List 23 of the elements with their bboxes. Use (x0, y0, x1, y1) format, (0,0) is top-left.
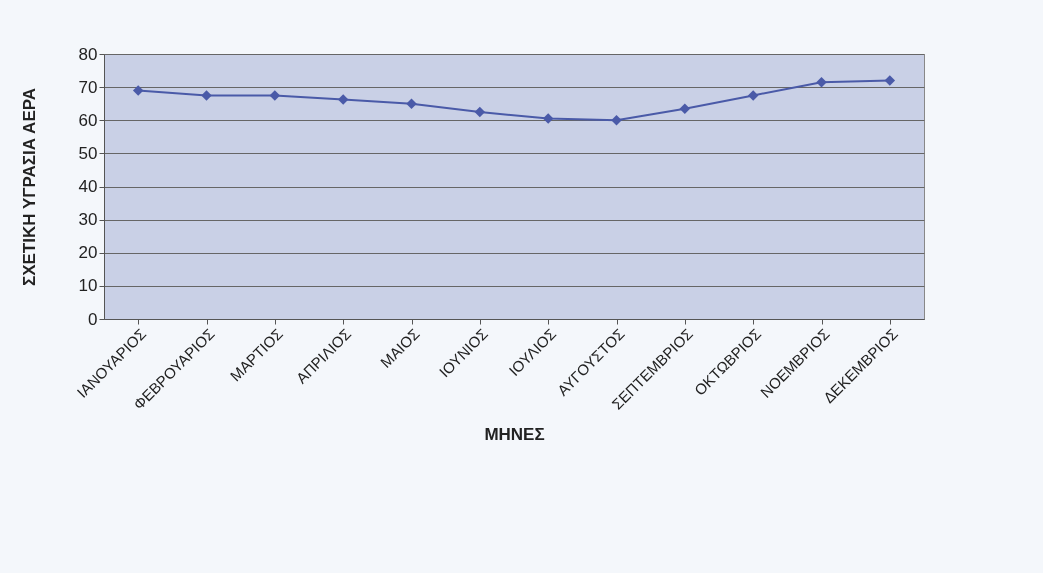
y-tick-label: 60 (78, 110, 98, 130)
point (816, 76, 827, 88)
point (611, 115, 622, 126)
point (337, 94, 349, 105)
y-axis-title: ΣΧΕΤΙΚΗ ΥΓΡΑΣΙΑ ΑΕΡΑ (19, 87, 39, 287)
y-tick-label: 70 (78, 77, 98, 97)
y-tick-label: 50 (78, 143, 98, 163)
point (679, 103, 691, 114)
y-tick-label: 10 (78, 276, 98, 296)
point (201, 90, 212, 101)
y-tick-label: 30 (78, 210, 98, 230)
point (884, 75, 896, 86)
y-tick-label: 40 (78, 177, 98, 196)
point (747, 90, 759, 101)
y-tick-label: 20 (78, 243, 98, 263)
y-tick-label: 0 (88, 309, 98, 329)
point (474, 106, 486, 118)
point (406, 98, 417, 109)
point (269, 90, 281, 101)
x-axis-title: ΜΗΝΕΣ (484, 424, 545, 444)
point (132, 85, 144, 96)
y-tick-label: 80 (78, 44, 98, 64)
point (542, 113, 554, 124)
